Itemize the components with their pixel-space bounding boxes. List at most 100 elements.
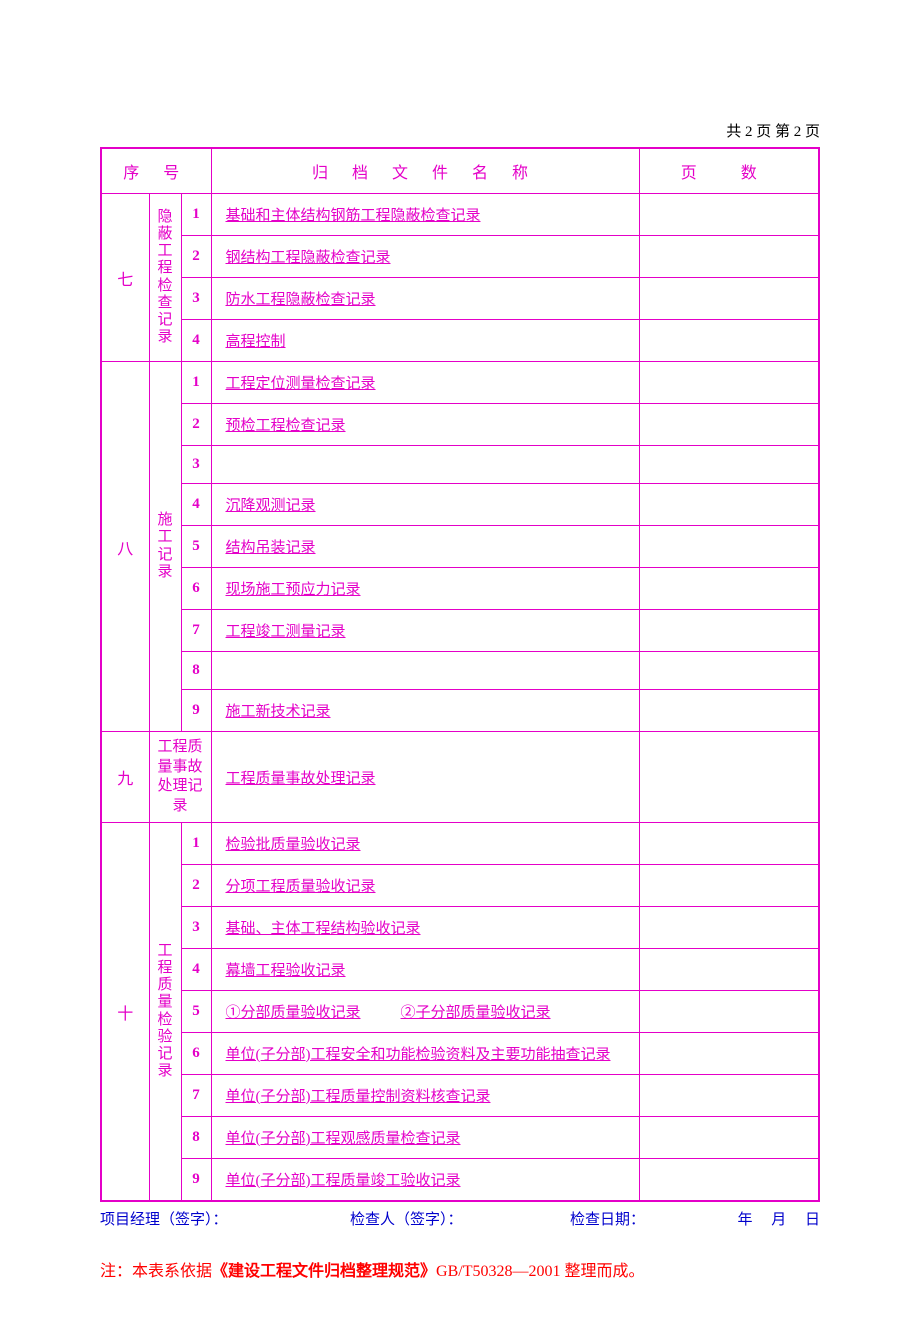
row-index: 5	[181, 526, 211, 568]
table-row: 2 钢结构工程隐蔽检查记录	[101, 236, 819, 278]
pages-cell	[639, 652, 819, 690]
title-cell: ①分部质量验收记录 ②子分部质量验收记录	[211, 991, 639, 1033]
pages-cell	[639, 1159, 819, 1202]
row-index: 7	[181, 1075, 211, 1117]
document-link[interactable]: ①分部质量验收记录	[226, 1005, 361, 1021]
document-link[interactable]: 基础和主体结构钢筋工程隐蔽检查记录	[226, 208, 481, 224]
row-index: 7	[181, 610, 211, 652]
footnote: 注：本表系依据《建设工程文件归档整理规范》GB/T50328—2001 整理而成…	[100, 1257, 820, 1281]
row-index: 8	[181, 1117, 211, 1159]
pages-cell	[639, 404, 819, 446]
row-index: 5	[181, 991, 211, 1033]
date-suffix: 年 月 日	[737, 1208, 820, 1229]
pages-cell	[639, 446, 819, 484]
table-row: 七隐蔽工程检查记录1基础和主体结构钢筋工程隐蔽检查记录	[101, 194, 819, 236]
category-cell: 施工记录	[149, 362, 181, 732]
title-cell: 工程质量事故处理记录	[211, 732, 639, 823]
table-row: 8	[101, 652, 819, 690]
category-cell: 隐蔽工程检查记录	[149, 194, 181, 362]
serial-cell: 十	[101, 823, 149, 1202]
title-cell: 沉降观测记录	[211, 484, 639, 526]
row-index: 1	[181, 823, 211, 865]
document-link[interactable]: 沉降观测记录	[226, 498, 316, 514]
table-row: 7 工程竣工测量记录	[101, 610, 819, 652]
header-serial: 序 号	[101, 148, 211, 194]
document-link[interactable]: 工程竣工测量记录	[226, 624, 346, 640]
document-link[interactable]: 施工新技术记录	[226, 704, 331, 720]
table-row: 3 基础、主体工程结构验收记录	[101, 907, 819, 949]
row-index: 6	[181, 1033, 211, 1075]
document-link[interactable]: 预检工程检查记录	[226, 418, 346, 434]
document-link[interactable]: 防水工程隐蔽检查记录	[226, 292, 376, 308]
row-index: 4	[181, 949, 211, 991]
document-link[interactable]: 幕墙工程验收记录	[226, 963, 346, 979]
title-cell: 基础、主体工程结构验收记录	[211, 907, 639, 949]
document-link[interactable]: 分项工程质量验收记录	[226, 879, 376, 895]
row-index: 3	[181, 907, 211, 949]
table-row: 九工程质量事故处理记录工程质量事故处理记录	[101, 732, 819, 823]
note-prefix: 注：本表系依据	[100, 1263, 212, 1280]
document-link[interactable]: 单位(子分部)工程质量控制资料核查记录	[226, 1089, 491, 1105]
document-link[interactable]: 工程定位测量检查记录	[226, 376, 376, 392]
document-link[interactable]: 钢结构工程隐蔽检查记录	[226, 250, 391, 266]
title-cell: 高程控制	[211, 320, 639, 362]
document-link[interactable]: 单位(子分部)工程质量竣工验收记录	[226, 1173, 461, 1189]
row-index: 4	[181, 484, 211, 526]
pages-cell	[639, 362, 819, 404]
pages-cell	[639, 236, 819, 278]
row-index: 2	[181, 865, 211, 907]
row-index: 4	[181, 320, 211, 362]
document-link[interactable]: 结构吊装记录	[226, 540, 316, 556]
category-cell: 工程质量事故处理记录	[149, 732, 211, 823]
title-cell: 分项工程质量验收记录	[211, 865, 639, 907]
table-row: 7 单位(子分部)工程质量控制资料核查记录	[101, 1075, 819, 1117]
archive-table: 序 号 归 档 文 件 名 称 页 数 七隐蔽工程检查记录1基础和主体结构钢筋工…	[100, 147, 820, 1202]
title-cell: 钢结构工程隐蔽检查记录	[211, 236, 639, 278]
table-row: 4 沉降观测记录	[101, 484, 819, 526]
title-cell: 防水工程隐蔽检查记录	[211, 278, 639, 320]
row-index: 2	[181, 236, 211, 278]
title-cell: 施工新技术记录	[211, 690, 639, 732]
document-link[interactable]: 单位(子分部)工程安全和功能检验资料及主要功能抽查记录	[226, 1047, 611, 1063]
pages-cell	[639, 568, 819, 610]
pages-cell	[639, 526, 819, 568]
pm-signature-label: 项目经理（签字）：	[100, 1208, 350, 1229]
pages-cell	[639, 1033, 819, 1075]
document-link[interactable]: 工程质量事故处理记录	[226, 771, 376, 787]
pages-cell	[639, 949, 819, 991]
serial-cell: 九	[101, 732, 149, 823]
document-link[interactable]: 检验批质量验收记录	[226, 837, 361, 853]
document-link[interactable]: 基础、主体工程结构验收记录	[226, 921, 421, 937]
inspector-signature-label: 检查人（签字）：	[350, 1208, 570, 1229]
title-cell: 单位(子分部)工程观感质量检查记录	[211, 1117, 639, 1159]
row-index: 2	[181, 404, 211, 446]
document-link[interactable]: 高程控制	[226, 334, 286, 350]
table-row: 9单位(子分部)工程质量竣工验收记录	[101, 1159, 819, 1202]
table-row: 十工程质量检验记录1检验批质量验收记录	[101, 823, 819, 865]
serial-cell: 七	[101, 194, 149, 362]
title-cell	[211, 652, 639, 690]
serial-cell: 八	[101, 362, 149, 732]
pages-cell	[639, 732, 819, 823]
title-cell: 工程竣工测量记录	[211, 610, 639, 652]
pages-cell	[639, 907, 819, 949]
title-cell	[211, 446, 639, 484]
document-link[interactable]: ②子分部质量验收记录	[401, 1005, 551, 1021]
pages-cell	[639, 484, 819, 526]
table-row: 2 分项工程质量验收记录	[101, 865, 819, 907]
pages-cell	[639, 991, 819, 1033]
title-cell: 预检工程检查记录	[211, 404, 639, 446]
pages-cell	[639, 320, 819, 362]
table-row: 2 预检工程检查记录	[101, 404, 819, 446]
title-cell: 单位(子分部)工程质量控制资料核查记录	[211, 1075, 639, 1117]
pages-cell	[639, 690, 819, 732]
table-row: 4 高程控制	[101, 320, 819, 362]
table-row: 5 ①分部质量验收记录 ②子分部质量验收记录	[101, 991, 819, 1033]
table-row: 八施工记录1工程定位测量检查记录	[101, 362, 819, 404]
title-cell: 幕墙工程验收记录	[211, 949, 639, 991]
row-index: 3	[181, 278, 211, 320]
document-link[interactable]: 现场施工预应力记录	[226, 582, 361, 598]
document-link[interactable]: 单位(子分部)工程观感质量检查记录	[226, 1131, 461, 1147]
header-pages: 页 数	[639, 148, 819, 194]
table-row: 8 单位(子分部)工程观感质量检查记录	[101, 1117, 819, 1159]
